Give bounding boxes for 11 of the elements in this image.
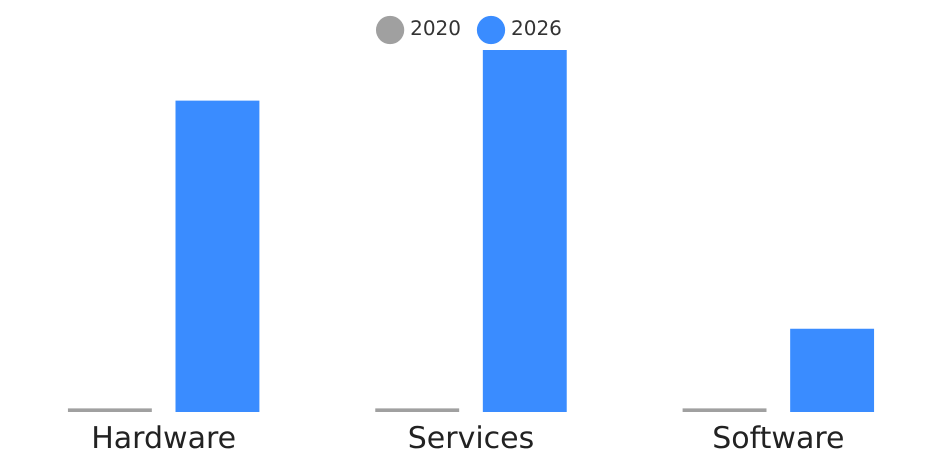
legend-label: 2026 [511, 16, 562, 40]
x-tick-label: Services [408, 420, 534, 456]
bar [790, 328, 874, 412]
legend-label: 2020 [410, 16, 462, 40]
x-tick-label: Hardware [91, 420, 236, 456]
bar [682, 408, 766, 412]
bar [482, 50, 567, 412]
bar [176, 100, 260, 412]
x-tick-label: Software [712, 420, 844, 456]
bar [375, 408, 460, 412]
bar [68, 408, 152, 412]
